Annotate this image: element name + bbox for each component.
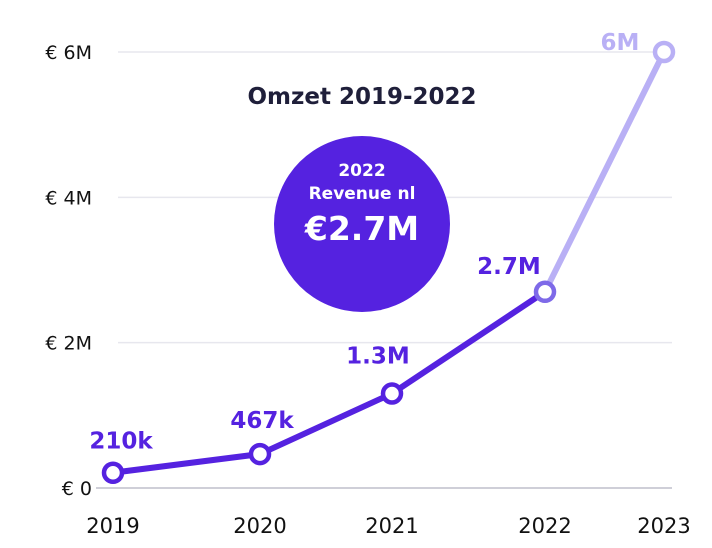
data-labels: 210k 467k 1.3M 2.7M 6M [89,30,639,455]
revenue-badge: 2022 Revenue nl €2.7M [274,136,450,312]
x-axis-ticks: 2019 2020 2021 2022 2023 [86,514,690,538]
actual-series-line [110,288,548,476]
x-tick-label: 2023 [637,514,690,538]
y-tick-label: € 2M [45,333,92,355]
data-point [248,442,272,466]
data-point [380,382,404,405]
revenue-badge-circle [274,136,450,312]
x-tick-label: 2022 [518,514,571,538]
projected-series-line [542,49,667,295]
y-tick-label: € 4M [45,187,92,209]
y-axis-ticks: € 0 € 2M € 4M € 6M [45,42,92,500]
data-label: 2.7M [477,254,541,280]
data-point [652,40,676,64]
data-point [101,461,125,484]
badge-value: €2.7M [304,209,419,248]
data-point [533,280,557,304]
y-tick-label: € 6M [45,42,92,64]
x-tick-label: 2019 [86,514,139,538]
y-tick-label: € 0 [62,478,92,500]
data-label: 467k [230,408,294,434]
data-label: 210k [89,429,153,455]
series-lines [110,49,667,476]
data-label: 1.3M [346,344,410,370]
data-label: 6M [601,30,640,56]
x-tick-label: 2020 [233,514,286,538]
badge-year: 2022 [338,161,385,181]
badge-caption: Revenue nl [309,184,416,204]
series-points [101,40,676,484]
x-tick-label: 2021 [365,514,418,538]
chart-title: Omzet 2019-2022 [247,84,476,110]
